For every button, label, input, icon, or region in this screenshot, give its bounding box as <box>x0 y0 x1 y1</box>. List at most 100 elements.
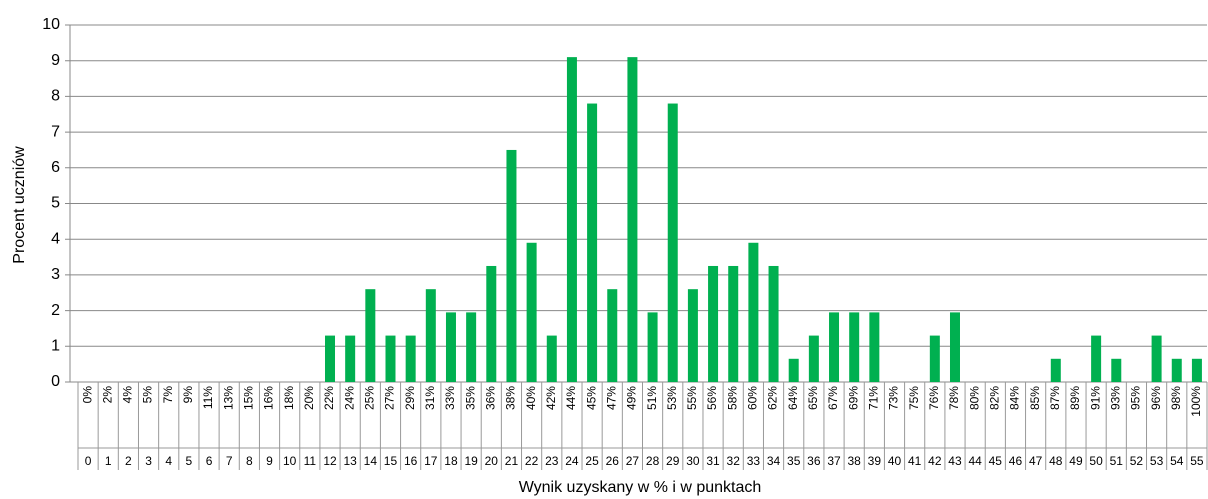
y-tick-label: 6 <box>51 159 60 176</box>
x-tick-label: 46 <box>1009 454 1023 468</box>
bar <box>627 57 638 382</box>
x-tick-label: 93% <box>1108 386 1122 410</box>
x-tick-label: 4 <box>165 454 172 468</box>
x-tick-label: 54 <box>1170 454 1184 468</box>
x-tick-label: 35 <box>787 454 801 468</box>
bar <box>405 335 416 382</box>
bar <box>708 265 719 382</box>
x-tick-label: 44% <box>564 386 578 410</box>
x-tick-label: 25 <box>585 454 599 468</box>
x-tick-label: 7 <box>226 454 233 468</box>
x-tick-label: 33% <box>443 386 457 410</box>
x-tick-label: 50 <box>1089 454 1103 468</box>
x-tick-label: 28 <box>646 454 660 468</box>
x-tick-label: 36 <box>807 454 821 468</box>
x-tick-label: 31% <box>423 386 437 410</box>
x-tick-label: 53 <box>1150 454 1164 468</box>
x-tick-label: 67% <box>826 386 840 410</box>
x-tick-label: 75% <box>907 386 921 410</box>
bar <box>647 312 658 382</box>
x-tick-label: 8 <box>246 454 253 468</box>
x-tick-label: 26 <box>606 454 620 468</box>
x-tick-label: 27 <box>626 454 640 468</box>
x-tick-label: 84% <box>1008 386 1022 410</box>
bar <box>607 289 618 382</box>
x-tick-label: 82% <box>987 386 1001 410</box>
x-tick-label: 25% <box>363 386 377 410</box>
bar <box>325 335 336 382</box>
x-tick-label: 9 <box>266 454 273 468</box>
x-tick-label: 3 <box>145 454 152 468</box>
y-tick-label: 0 <box>51 373 60 390</box>
x-tick-label: 30 <box>686 454 700 468</box>
bar <box>385 335 396 382</box>
x-tick-label: 38% <box>504 386 518 410</box>
x-tick-label: 76% <box>927 386 941 410</box>
x-tick-label: 2% <box>100 386 114 404</box>
x-tick-label: 91% <box>1088 386 1102 410</box>
x-tick-label: 45 <box>989 454 1003 468</box>
x-tick-label: 44 <box>968 454 982 468</box>
y-tick-label: 8 <box>51 88 60 105</box>
x-tick-label: 55% <box>685 386 699 410</box>
y-axis-title: Procent uczniów <box>11 146 28 264</box>
y-tick-label: 1 <box>51 338 60 355</box>
x-tick-label: 18 <box>444 454 458 468</box>
x-tick-label: 29% <box>403 386 417 410</box>
x-tick-label: 87% <box>1048 386 1062 410</box>
x-tick-label: 95% <box>1129 386 1143 410</box>
x-tick-label: 40% <box>524 386 538 410</box>
x-tick-label: 33 <box>747 454 761 468</box>
x-tick-label: 48 <box>1049 454 1063 468</box>
x-tick-label: 78% <box>947 386 961 410</box>
x-tick-label: 60% <box>746 386 760 410</box>
x-axis-title: Wynik uzyskany w % i w punktach <box>519 479 762 496</box>
x-tick-label: 27% <box>383 386 397 410</box>
x-tick-label: 14 <box>364 454 378 468</box>
x-tick-label: 62% <box>766 386 780 410</box>
x-tick-label: 38 <box>848 454 862 468</box>
x-tick-label: 51% <box>645 386 659 410</box>
x-tick-label: 56% <box>705 386 719 410</box>
x-tick-label: 47% <box>604 386 618 410</box>
bar <box>829 312 840 382</box>
bar <box>587 103 598 382</box>
x-tick-label: 17 <box>424 454 438 468</box>
y-tick-label: 2 <box>51 302 60 319</box>
bar <box>546 335 557 382</box>
bar <box>869 312 880 382</box>
bar <box>486 265 497 382</box>
x-tick-label: 7% <box>161 386 175 404</box>
bar <box>466 312 477 382</box>
x-tick-label: 5 <box>186 454 193 468</box>
y-tick-label: 9 <box>51 52 60 69</box>
x-tick-label: 85% <box>1028 386 1042 410</box>
x-tick-label: 35% <box>463 386 477 410</box>
bar <box>768 265 779 382</box>
x-tick-label: 45% <box>584 386 598 410</box>
x-tick-label: 41 <box>908 454 922 468</box>
x-tick-label: 69% <box>846 386 860 410</box>
bar <box>1050 358 1061 382</box>
x-tick-label: 80% <box>967 386 981 410</box>
x-tick-label: 65% <box>806 386 820 410</box>
x-tick-label: 96% <box>1149 386 1163 410</box>
bar <box>748 242 759 382</box>
x-tick-label: 42% <box>544 386 558 410</box>
x-tick-label: 32 <box>727 454 741 468</box>
x-tick-label: 21 <box>505 454 519 468</box>
x-tick-label: 42 <box>928 454 942 468</box>
bar <box>849 312 860 382</box>
x-tick-label: 20 <box>485 454 499 468</box>
y-tick-label: 7 <box>51 123 60 140</box>
bar <box>728 265 739 382</box>
bar <box>506 149 517 382</box>
bar <box>1171 358 1182 382</box>
x-tick-label: 24% <box>342 386 356 410</box>
bar <box>566 57 577 382</box>
x-tick-label: 39 <box>868 454 882 468</box>
x-tick-label: 58% <box>725 386 739 410</box>
x-tick-label: 49 <box>1069 454 1083 468</box>
bar <box>1191 358 1202 382</box>
